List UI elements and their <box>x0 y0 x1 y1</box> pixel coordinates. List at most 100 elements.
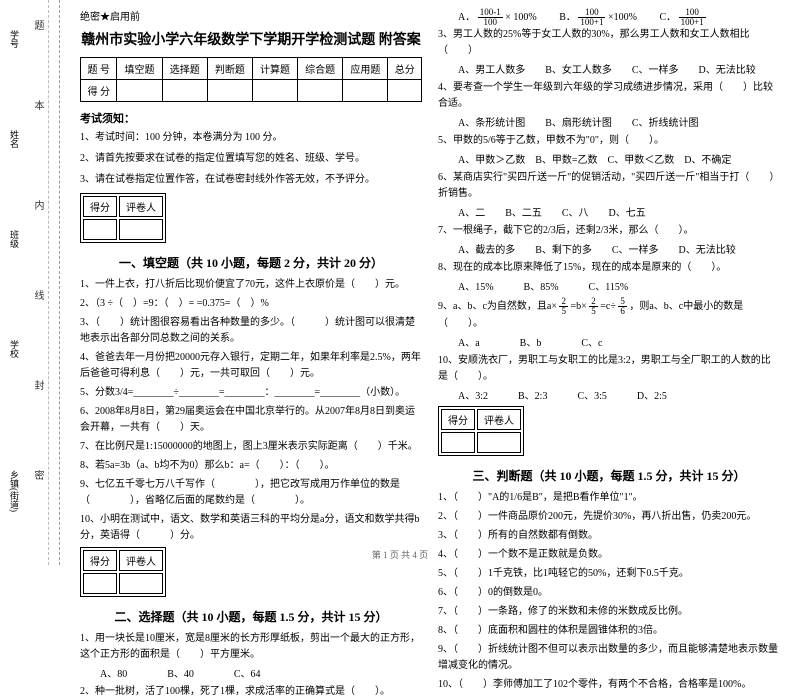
notice-item: 1、考试时间：100 分钟，本卷满分为 100 分。 <box>80 130 422 145</box>
table-row: 得 分 <box>81 80 422 102</box>
question: 8、若5a=3b（a、b均不为0）那么b：a=（ ）：（ ）。 <box>80 458 422 474</box>
td <box>117 80 162 102</box>
question: 4、爸爸去年一月份把20000元存入银行，定期二年，如果年利率是2.5%，两年后… <box>80 350 422 382</box>
secret-label: 绝密★启用前 <box>80 8 422 23</box>
question: 2、（ ）一件商品原价200元，先提价30%，再八折出售，仍卖200元。 <box>438 509 780 525</box>
seal-char: 内 <box>30 200 45 210</box>
score-table: 题 号 填空题 选择题 判断题 计算题 综合题 应用题 总分 得 分 <box>80 57 422 102</box>
opt-tail: × 100% <box>505 12 536 23</box>
q-text: =b× <box>570 301 586 312</box>
options: A、甲数＞乙数 B、甲数=乙数 C、甲数＜乙数 D、不确定 <box>438 152 780 170</box>
seal-char: 线 <box>30 290 45 300</box>
section-score-box: 得分 评卷人 <box>80 193 166 243</box>
options: A、条形统计图 B、扇形统计图 C、折线统计图 <box>438 115 780 133</box>
sh-blank <box>119 219 163 240</box>
opt-c: C． <box>659 12 676 23</box>
content-area: 绝密★启用前 赣州市实验小学六年级数学下学期开学检测试题 附答案 题 号 填空题… <box>60 0 800 565</box>
left-column: 绝密★启用前 赣州市实验小学六年级数学下学期开学检测试题 附答案 题 号 填空题… <box>72 8 430 557</box>
fraction: 56 <box>618 297 627 316</box>
question: 3、（ ）统计图很容易看出各种数量的多少。（ ）统计图可以很清楚地表示出各部分同… <box>80 315 422 347</box>
question: 10、安顺洗衣厂，男职工与女职工的比是3:2，男职工与全厂职工的人数的比是（ ）… <box>438 353 780 385</box>
q-text: =c÷ <box>600 301 616 312</box>
question: 7、一根绳子，截下它的2/3后，还剩2/3米，那么（ ）。 <box>438 223 780 239</box>
section-score-box: 得分 评卷人 <box>438 406 524 456</box>
sh-label: 评卷人 <box>477 409 521 430</box>
question: 3、男工人数的25%等于女工人数的30%，那么男工人数和女工人数相比（ ） <box>438 27 780 59</box>
td <box>252 80 297 102</box>
section-title: 一、填空题（共 10 小题，每题 2 分，共计 20 分） <box>80 254 422 271</box>
question: 6、某商店实行"买四斤送一斤"的促销活动，"买四斤送一斤"相当于打（ ）折销售。 <box>438 170 780 202</box>
th: 题 号 <box>81 58 117 80</box>
options: A． 100-1100 × 100% B． 100100+1 ×100% C． … <box>438 8 780 27</box>
sh-blank <box>441 432 475 453</box>
options: A、15% B、85% C、115% <box>438 279 780 297</box>
opt-a: A． <box>458 12 475 23</box>
fraction: 100100+1 <box>578 8 605 27</box>
td <box>162 80 207 102</box>
th: 总分 <box>388 58 422 80</box>
section-title: 二、选择题（共 10 小题，每题 1.5 分，共计 15 分） <box>80 608 422 625</box>
fraction: 100100+1 <box>679 8 706 27</box>
right-column: A． 100-1100 × 100% B． 100100+1 ×100% C． … <box>430 8 788 557</box>
question: 2、（3 ÷（ ）=9：（ ）= =0.375=（ ）% <box>80 296 422 312</box>
question: 9、a、b、c为自然数，且a× 25 =b× 25 =c÷ 56 ，则a、b、c… <box>438 297 780 332</box>
question: 8、（ ）底面积和圆柱的体积是圆锥体积的3倍。 <box>438 623 780 639</box>
th: 判断题 <box>207 58 252 80</box>
opt-b: B． <box>559 12 576 23</box>
question: 7、在比例尺是1:15000000的地图上，图上3厘米表示实际距离（ ）千米。 <box>80 439 422 455</box>
question: 4、要考查一个学生一年级到六年级的学习成绩进步情况，采用（ ）比较合适。 <box>438 80 780 112</box>
sh-blank <box>477 432 521 453</box>
question: 7、（ ）一条路，修了的米数和未修的米数成反比例。 <box>438 604 780 620</box>
binding-margin: 学号 姓名 班级 学校 乡镇(街道) 题 本 内 线 封 密 <box>0 0 60 565</box>
td: 得 分 <box>81 80 117 102</box>
seal-char: 本 <box>30 100 45 110</box>
td <box>388 80 422 102</box>
question: 9、七亿五千零七万八千写作（ ），把它改写成用万作单位的数是（ ），省略亿后面的… <box>80 477 422 509</box>
seal-char: 密 <box>30 470 45 480</box>
page-footer: 第 1 页 共 4 页 <box>0 548 800 561</box>
question: 10、（ ）李师傅加工了102个零件，有两个不合格，合格率是100%。 <box>438 677 780 693</box>
label-id: 学号 <box>8 30 21 48</box>
opt-tail: ×100% <box>608 12 637 23</box>
fraction: 100-1100 <box>478 8 503 27</box>
table-row: 题 号 填空题 选择题 判断题 计算题 综合题 应用题 总分 <box>81 58 422 80</box>
label-name: 姓名 <box>8 130 21 148</box>
question: 1、（ ）"A的1/6是B"，是把B看作单位"1"。 <box>438 490 780 506</box>
td <box>343 80 388 102</box>
seal-line <box>48 0 49 565</box>
question: 1、用一块长是10厘米，宽是8厘米的长方形厚纸板，剪出一个最大的正方形，这个正方… <box>80 631 422 663</box>
fraction: 25 <box>559 297 568 316</box>
exam-title: 赣州市实验小学六年级数学下学期开学检测试题 附答案 <box>80 29 422 49</box>
td <box>207 80 252 102</box>
question: 6、2008年8月8日，第29届奥运会在中国北京举行的。从2007年8月8日到奥… <box>80 404 422 436</box>
question: 1、一件上衣，打八折后比现价便宜了70元，这件上衣原价是（ ）元。 <box>80 277 422 293</box>
seal-char: 题 <box>30 20 45 30</box>
question: 5、甲数的5/6等于乙数，甲数不为"0"，则（ ）。 <box>438 133 780 149</box>
th: 填空题 <box>117 58 162 80</box>
td <box>298 80 343 102</box>
section-title: 三、判断题（共 10 小题，每题 1.5 分，共计 15 分） <box>438 467 780 484</box>
question: 5、分数3/4=________÷________=________：_____… <box>80 385 422 401</box>
question: 2、种一批树，活了100棵，死了1棵，求成活率的正确算式是（ ）。 <box>80 684 422 700</box>
fraction: 25 <box>589 297 598 316</box>
sh-label: 评卷人 <box>119 196 163 217</box>
notice-item: 2、请首先按要求在试卷的指定位置填写您的姓名、班级、学号。 <box>80 151 422 166</box>
question: 5、（ ）1千克铁，比1吨轻它的50%，还剩下0.5千克。 <box>438 566 780 582</box>
sh-label: 得分 <box>441 409 475 430</box>
q-text: 9、a、b、c为自然数，且a× <box>438 301 557 312</box>
options: A、男工人数多 B、女工人数多 C、一样多 D、无法比较 <box>438 62 780 80</box>
sh-blank <box>83 573 117 594</box>
question: 9、（ ）折线统计图不但可以表示出数量的多少，而且能够清楚地表示数量增减变化的情… <box>438 642 780 674</box>
question: 10、小明在测试中，语文、数学和英语三科的平均分是a分，语文和数学共得b分，英语… <box>80 512 422 544</box>
seal-char: 封 <box>30 380 45 390</box>
options: A、a B、b C、c <box>438 335 780 353</box>
options: A、二 B、二五 C、八 D、七五 <box>438 205 780 223</box>
sh-blank <box>83 219 117 240</box>
th: 综合题 <box>298 58 343 80</box>
question: 3、（ ）所有的自然数都有倒数。 <box>438 528 780 544</box>
sh-blank <box>119 573 163 594</box>
label-town: 乡镇(街道) <box>8 470 21 512</box>
notice-item: 3、请在试卷指定位置作答，在试卷密封线外作答无效，不予评分。 <box>80 172 422 187</box>
label-class: 班级 <box>8 230 21 248</box>
notice-heading: 考试须知： <box>80 110 422 126</box>
